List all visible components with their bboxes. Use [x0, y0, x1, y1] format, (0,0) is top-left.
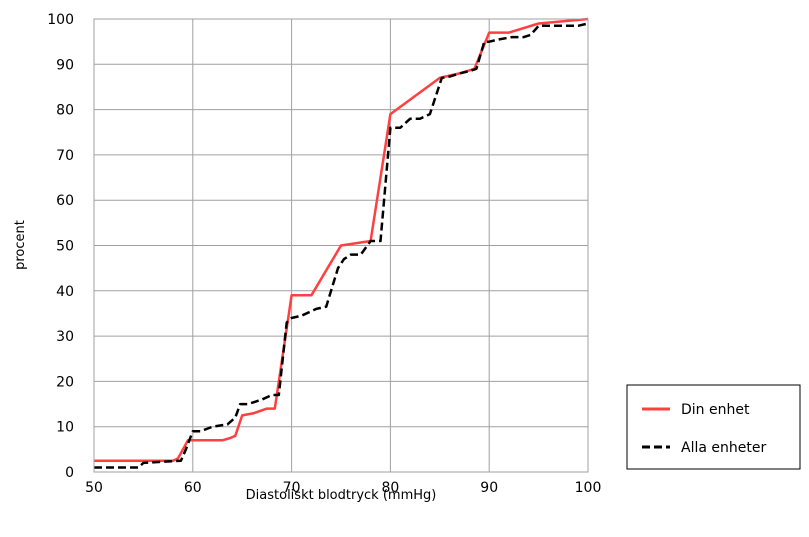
y-tick-label: 90 [56, 57, 74, 73]
legend-label-alla-enheter: Alla enheter [681, 440, 766, 456]
y-tick-label: 60 [56, 193, 74, 209]
x-axis-label: Diastoliskt blodtryck (mmHg) [246, 488, 437, 503]
series-line-alla-enheter [94, 22, 589, 469]
series-layer [94, 17, 589, 469]
series-line-din-enhet [94, 17, 589, 462]
x-tick-label: 90 [480, 480, 498, 496]
legend-label-din-enhet: Din enhet [681, 402, 750, 418]
plot-frame [93, 18, 589, 473]
y-tick-label: 100 [47, 12, 74, 28]
y-tick-label: 80 [56, 103, 74, 119]
x-tick-label: 100 [575, 480, 602, 496]
y-tick-label: 70 [56, 148, 74, 164]
y-tick-label: 30 [56, 329, 74, 345]
y-tick-label: 10 [56, 420, 74, 436]
y-tick-label: 0 [65, 465, 74, 481]
x-tick-label: 50 [85, 480, 103, 496]
tick-labels: 0 10 20 30 40 50 60 70 80 90 100 50 60 70 80 90 100 [47, 12, 601, 496]
y-tick-label: 50 [56, 239, 74, 255]
y-tick-label: 20 [56, 374, 74, 390]
legend-box [626, 384, 801, 470]
x-tick-label: 70 [283, 480, 301, 496]
y-axis-label: procent [13, 220, 28, 270]
x-tick-label: 60 [184, 480, 202, 496]
x-tick-label: 80 [381, 480, 399, 496]
legend: Din enhet Alla enheter [626, 384, 801, 470]
y-tick-label: 40 [56, 284, 74, 300]
